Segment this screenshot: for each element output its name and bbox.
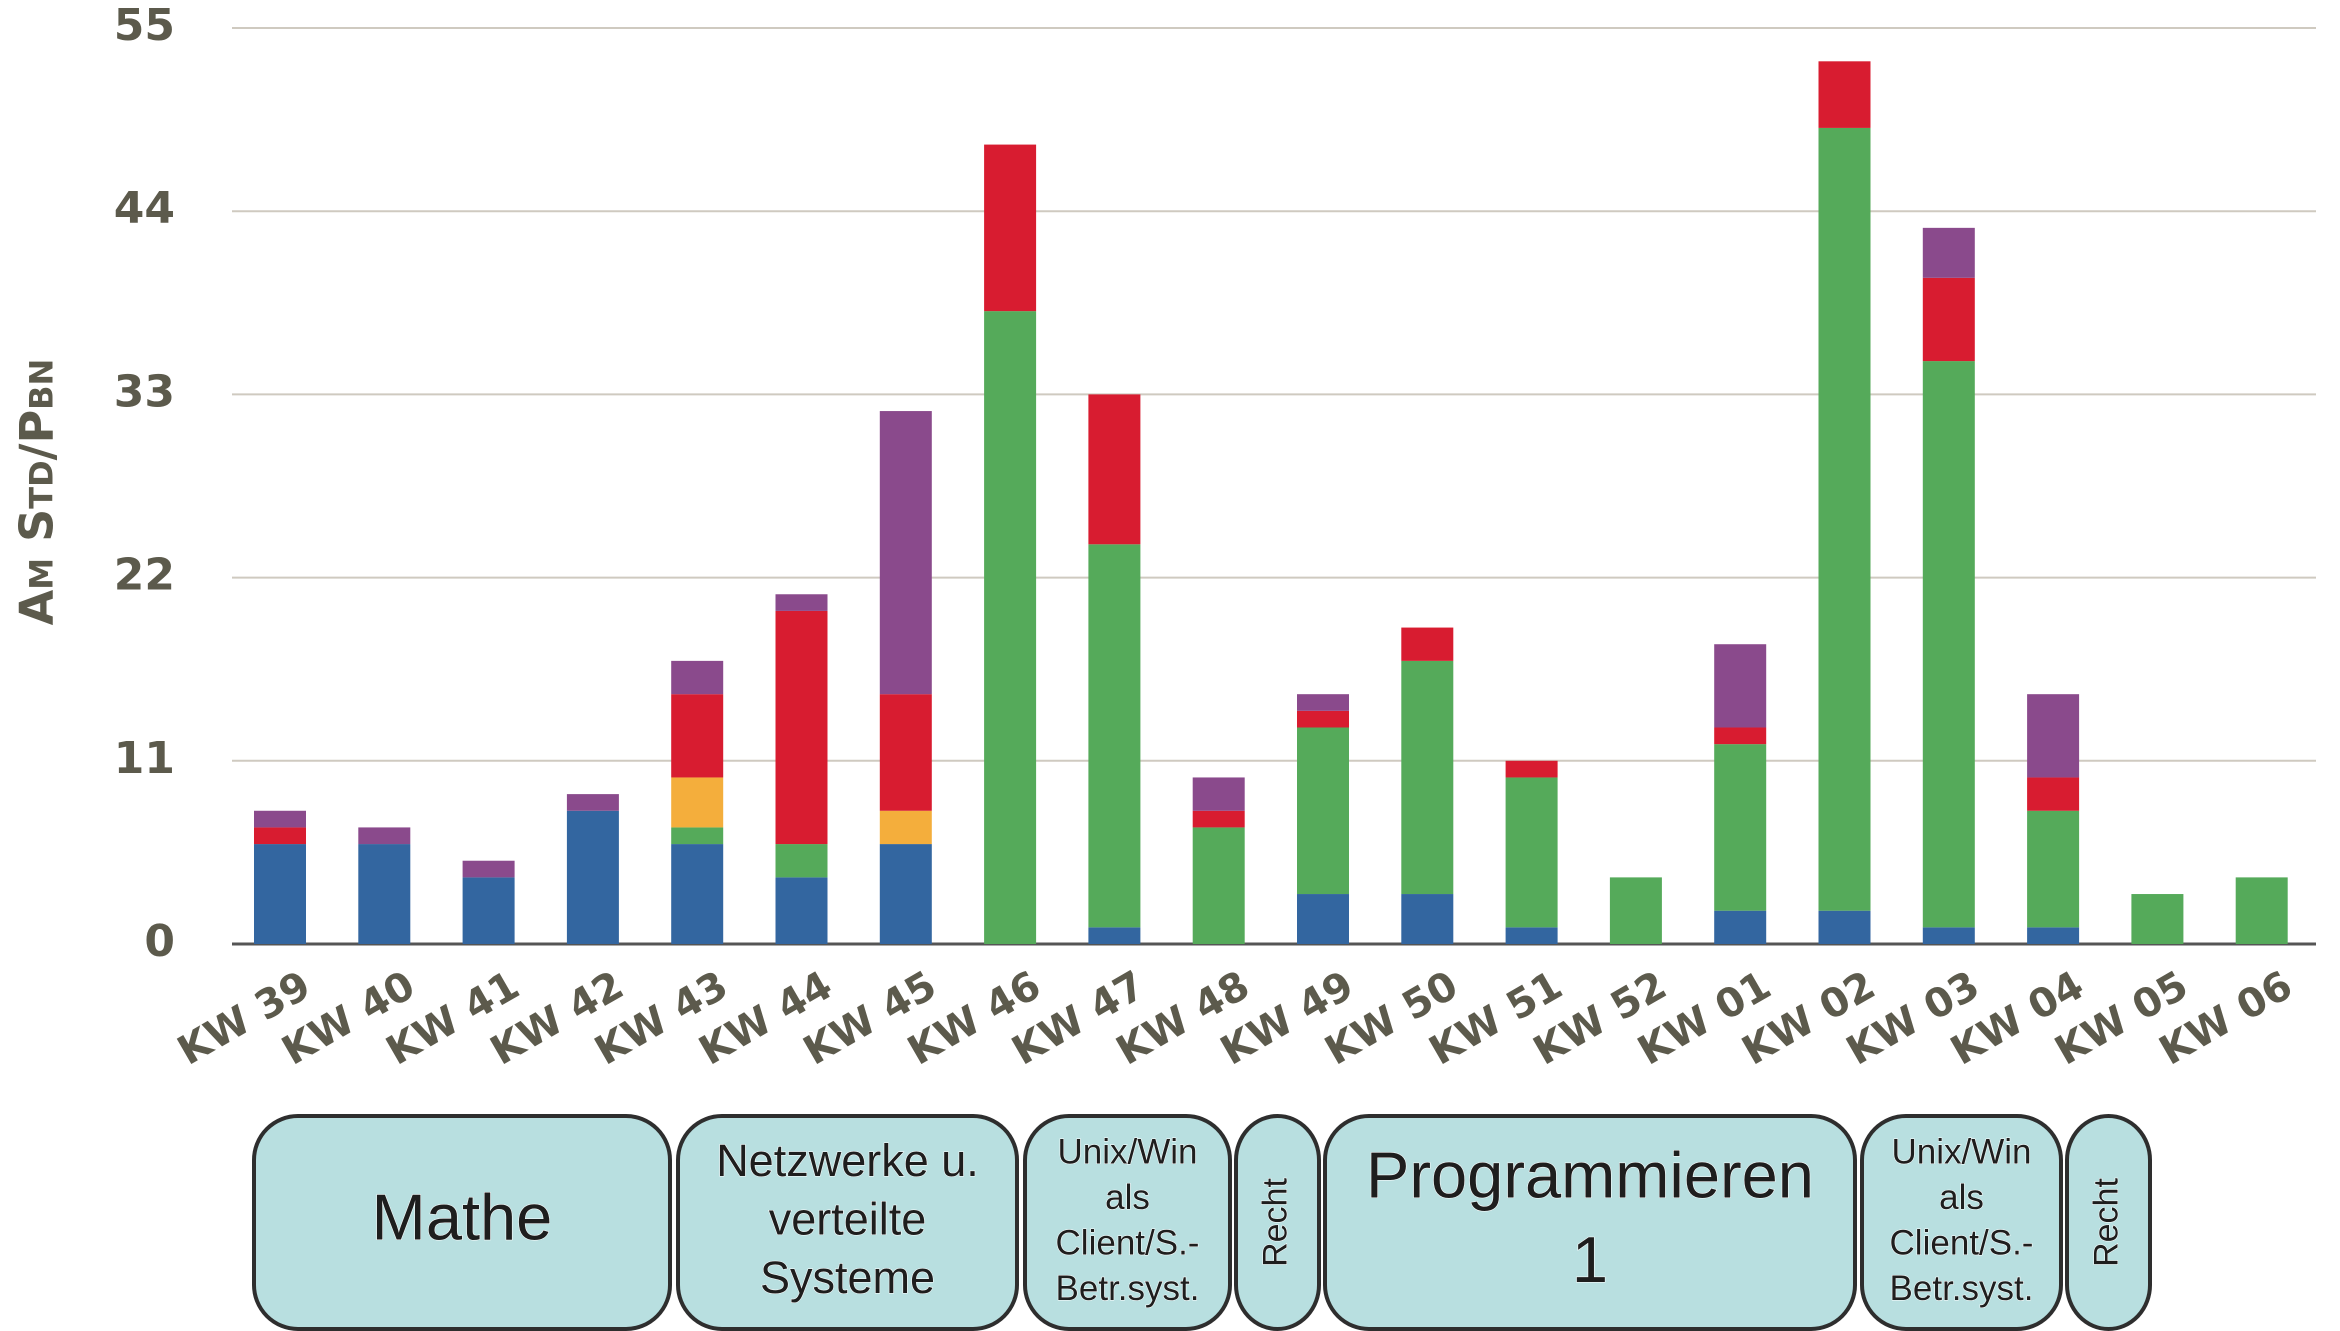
bar-segment [1922,361,1975,928]
y-tick-label: 22 [114,550,175,601]
course-box [252,1114,672,1331]
bar-segment [2027,777,2080,811]
bar-segment [1192,777,1245,811]
y-tick-label: 33 [114,366,175,417]
bar-segment [984,144,1037,312]
bar-segment [775,594,828,611]
bar-segment [775,610,828,845]
course-label: 1 [1572,1223,1608,1296]
bar-segment [1922,927,1975,944]
bar-segment [1505,760,1558,778]
bar-segment [1297,710,1349,728]
bar-segment [1714,910,1767,944]
bar-segment [2131,894,2184,944]
bar-segment [462,877,515,944]
course-label: als [1939,1178,1984,1217]
bar-segment [1714,644,1767,728]
bar-segment [671,844,724,944]
bar-segment [879,411,932,695]
course-box [676,1114,1019,1331]
course-label: als [1105,1178,1150,1217]
y-tick-label: 11 [114,733,175,784]
bar-segment [1192,810,1245,828]
course-label: Recht [1256,1178,1294,1267]
bar-segment [1922,227,1975,278]
course-label: Recht [2087,1178,2125,1267]
bar-segment [254,810,306,828]
y-tick-label: 55 [114,0,175,51]
bar-segment [1192,827,1245,944]
bar-segment [1714,727,1767,745]
y-tick-label: 44 [114,183,175,234]
bar-segment [1505,777,1558,928]
course-label: Client/S.- [1056,1224,1200,1263]
bar-segment [2027,694,2080,778]
bar-segment [1818,910,1871,944]
course-box [1860,1114,2063,1331]
course-box [1323,1114,1857,1331]
bar-segment [984,311,1037,944]
course-label: Client/S.- [1890,1224,2034,1263]
bar-segment [2235,877,2288,944]
course-label: Unix/Win [1891,1133,2031,1172]
bar-segment [879,810,932,845]
bar-segment [671,827,724,845]
bar-segment [1297,894,1349,944]
course-label: Unix/Win [1057,1133,1197,1172]
course-label: Programmieren [1366,1138,1814,1211]
bar-segment [254,827,306,845]
bar-segment [1714,744,1767,911]
course-label: Systeme [760,1252,935,1303]
y-axis-label: Am Std/Pbn [10,359,64,626]
bar-segment [879,844,932,944]
bar-segment [775,844,828,878]
bar-segment [671,660,724,695]
bar-segment [671,777,724,828]
bar-segment [1401,894,1454,944]
bar-segment [462,860,515,878]
bar-segment [358,827,411,845]
bar-segment [1609,877,1662,944]
course-label: verteilte [769,1193,927,1244]
bar-segment [1818,127,1871,911]
course-box [1023,1114,1232,1331]
bar-segment [1505,927,1558,944]
bar-segment [671,694,724,778]
bar-segment [775,877,828,944]
course-box [1234,1114,1321,1331]
bar-segment [358,844,411,944]
course-box [2065,1114,2152,1331]
course-label: Betr.syst. [1890,1269,2034,1308]
bar-segment [1922,277,1975,362]
bar-segment [879,694,932,811]
course-label: Netzwerke u. [716,1135,979,1186]
bar-segment [1297,727,1349,895]
bar-segment [1088,544,1141,928]
bar-segment [1088,927,1141,944]
bar-segment [1401,627,1454,661]
bar-segment [566,794,619,811]
bar-segment [1818,61,1871,128]
bar-segment [566,810,619,944]
course-label: Betr.syst. [1056,1269,1200,1308]
y-tick-label: 0 [144,916,175,967]
course-label: Mathe [372,1181,553,1254]
bar-segment [2027,810,2080,928]
bar-segment [1401,660,1454,895]
bar-segment [254,844,306,944]
bar-segment [2027,927,2080,944]
bar-segment [1297,694,1349,711]
bar-segment [1088,394,1141,545]
